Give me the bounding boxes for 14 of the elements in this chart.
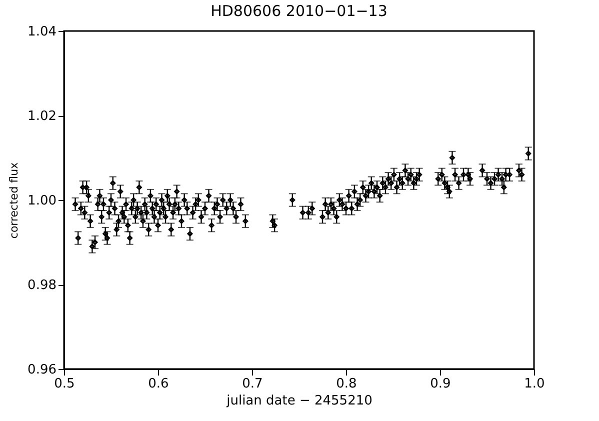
x-tick-label: 1.0 [524,376,545,392]
y-tick-label: 0.98 [28,278,56,293]
x-axis-title: julian date − 2455210 [226,394,372,408]
y-tick-label: 1.00 [28,194,56,208]
y-axis-title: corrected flux [8,162,21,239]
x-tick-label: 0.7 [242,376,263,392]
x-tick-label: 0.9 [430,376,451,392]
y-tick-label: 0.96 [28,362,56,378]
y-tick-label: 1.04 [28,24,56,40]
x-tick-label: 0.6 [148,376,169,392]
y-tick-label: 1.02 [28,109,56,124]
x-tick-label: 0.5 [54,376,75,392]
x-tick-label: 0.8 [336,376,357,392]
chart-title: HD80606 2010−01−13 [210,2,388,20]
